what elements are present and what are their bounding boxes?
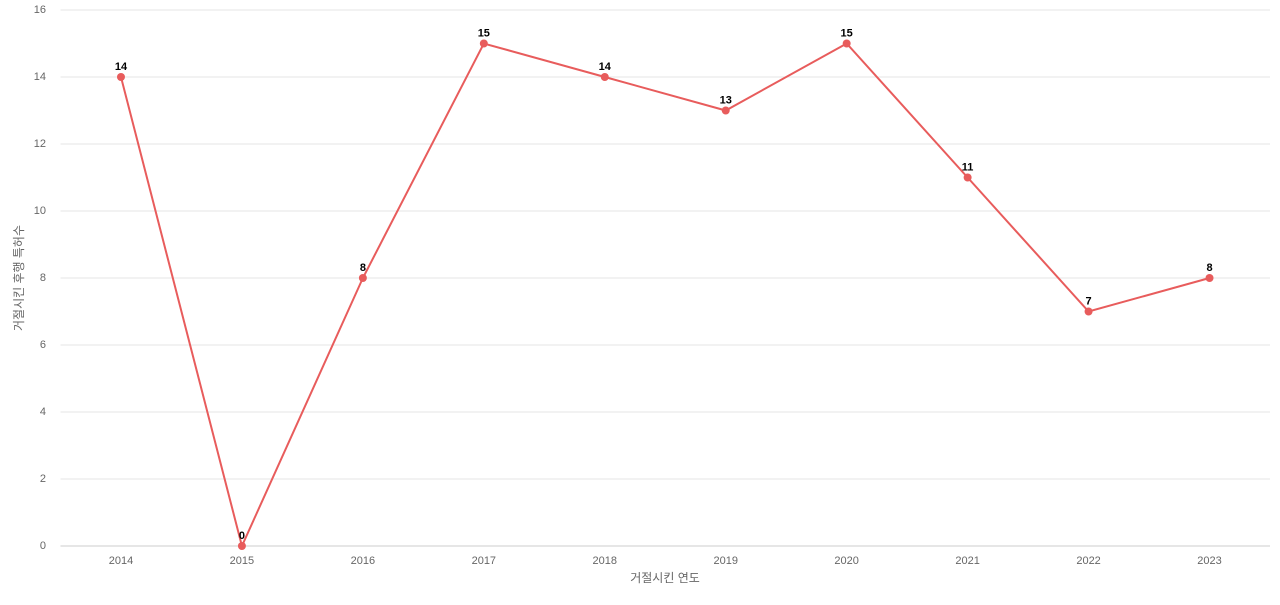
data-label: 15 [478, 27, 490, 39]
x-tick-label: 2015 [230, 555, 254, 567]
x-tick-label: 2021 [955, 555, 979, 567]
y-tick-label: 12 [34, 138, 46, 150]
y-tick-label: 8 [40, 272, 46, 284]
point [1084, 307, 1093, 316]
x-axis-label: 거절시킨 연도 [630, 571, 700, 585]
y-tick-label: 4 [40, 406, 46, 418]
x-tick-label: 2019 [713, 555, 737, 567]
line [120, 42, 1210, 550]
point [116, 73, 125, 81]
data-label: 8 [360, 262, 366, 274]
y-tick-label: 0 [40, 540, 46, 552]
y-tick-label: 16 [34, 4, 46, 16]
y-axis-label: 거절시킨 후행 특허수 [11, 225, 26, 331]
data-label: 8 [1206, 262, 1212, 274]
y-tick-label: 14 [34, 71, 46, 83]
point [1205, 274, 1214, 282]
x-tick-label: 2022 [1076, 555, 1100, 567]
point [721, 106, 730, 115]
point [237, 542, 246, 550]
data-label: 0 [239, 530, 245, 542]
point [963, 173, 972, 182]
data-label: 15 [841, 27, 853, 39]
point [479, 39, 488, 48]
data-label: 13 [720, 94, 732, 106]
x-tick-label: 2018 [593, 555, 617, 567]
x-tick-label: 2017 [472, 555, 496, 567]
x-tick-label: 2014 [109, 555, 133, 567]
data-label: 11 [962, 161, 974, 173]
point [600, 73, 609, 81]
data-label: 14 [115, 61, 128, 73]
x-tick-label: 2023 [1197, 555, 1221, 567]
x-tick-label: 2016 [351, 555, 375, 567]
data-label: 14 [599, 61, 612, 73]
data-label: 7 [1086, 295, 1092, 307]
y-tick-label: 10 [34, 205, 46, 217]
point [358, 274, 367, 282]
y-tick-label: 2 [40, 473, 46, 485]
point [842, 39, 851, 48]
y-tick-label: 6 [40, 339, 46, 351]
x-tick-label: 2020 [834, 555, 858, 567]
